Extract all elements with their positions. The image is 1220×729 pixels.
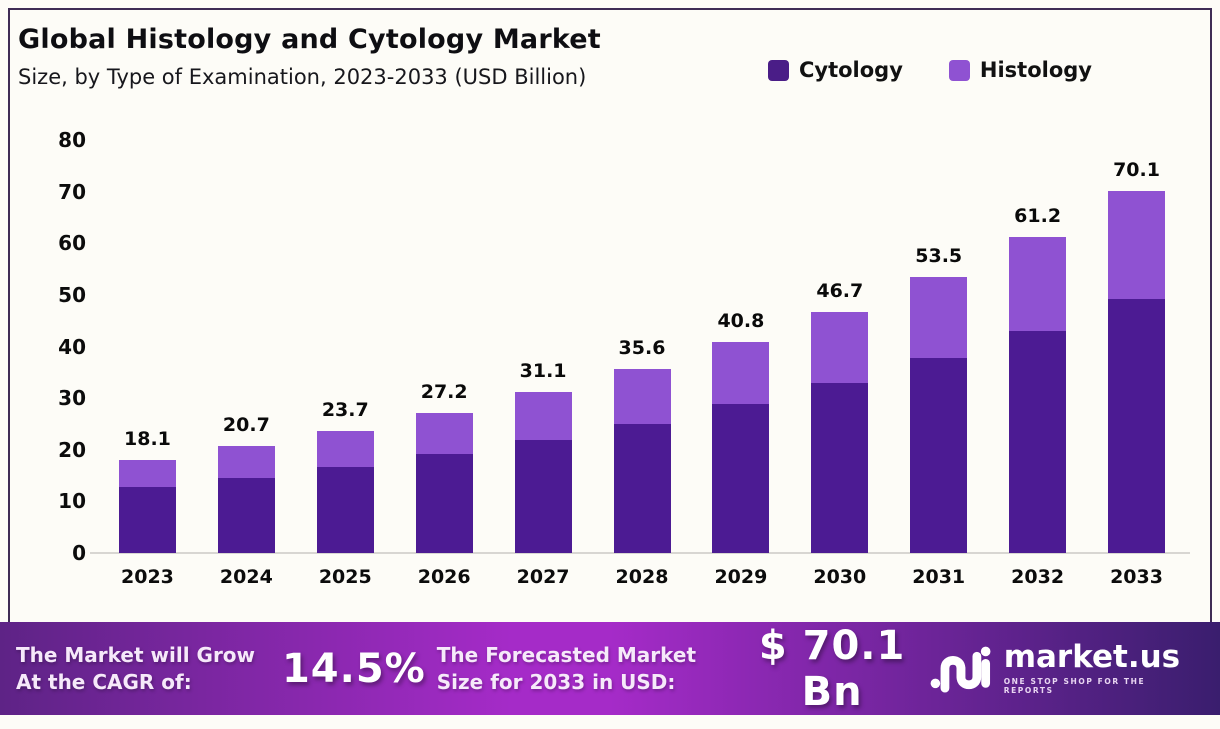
bar-value-label-2024: 20.7 <box>222 414 270 437</box>
bar-cytology-2025 <box>316 466 374 553</box>
cagr-label: The Market will Grow At the CAGR of: <box>16 642 277 696</box>
bar-value-label-2023: 18.1 <box>124 427 171 450</box>
brand-name: market.us <box>1003 639 1181 675</box>
bar-histology-2028 <box>613 369 671 424</box>
bar-histology-2030 <box>811 311 869 384</box>
cagr-label-line2: At the CAGR of: <box>16 669 192 694</box>
x-axis: 2023 2024 2025 2026 2027 2028 2029 2030 2031 2032… <box>98 566 1186 596</box>
brand-tagline: One Stop Shop For The Reports <box>1003 677 1146 695</box>
bar-histology-2026 <box>415 412 473 454</box>
bar-value-label-2026: 27.2 <box>420 380 468 403</box>
y-axis-tick-label: 60 <box>58 231 86 256</box>
brand-text: market.us One Stop Shop For The Reports <box>1003 639 1194 696</box>
bar-histology-2029 <box>712 342 770 404</box>
x-axis-label-2029: 2029 <box>714 566 768 588</box>
cagr-label-line1: The Market will Grow <box>16 642 256 667</box>
bar-histology-2023 <box>118 459 176 488</box>
bar-histology-2032 <box>1009 237 1067 331</box>
x-axis-label-2033: 2033 <box>1110 566 1163 588</box>
page-subtitle: Size, by Type of Examination, 2023-2033 … <box>18 65 587 89</box>
bar-cytology-2030 <box>811 383 869 553</box>
cytology-swatch-icon <box>767 59 789 81</box>
bar-value-label-2029: 40.8 <box>717 310 765 333</box>
x-axis-label-2028: 2028 <box>615 566 669 588</box>
forecast-label-line1: The Forecasted Market <box>436 642 697 667</box>
x-axis-label-2031: 2031 <box>912 566 966 588</box>
bar-cytology-2031 <box>910 358 968 553</box>
bar-histology-2024 <box>217 446 275 479</box>
legend-label-cytology: Cytology <box>798 58 903 82</box>
forecast-value: $ 70.1 Bn <box>758 622 906 715</box>
footer-banner: The Market will Grow At the CAGR of: 14.… <box>0 622 1220 715</box>
bar-histology-2027 <box>514 392 572 441</box>
histology-swatch-icon <box>948 59 970 81</box>
forecast-label-line2: Size for 2033 in USD: <box>436 669 676 694</box>
bar-histology-2033 <box>1108 191 1166 299</box>
bar-histology-2031 <box>910 276 968 359</box>
y-axis: 0 10 20 30 40 50 60 70 80 <box>28 128 86 565</box>
y-axis-tick-label: 0 <box>72 541 86 565</box>
bar-cytology-2028 <box>613 423 671 553</box>
cagr-value: 14.5% <box>281 645 426 692</box>
bar-cytology-2026 <box>415 453 473 553</box>
y-axis-tick-label: 30 <box>58 386 86 411</box>
bar-cytology-2023 <box>118 487 176 553</box>
y-axis-tick-label: 50 <box>58 282 86 307</box>
legend-item-cytology: Cytology <box>767 58 903 82</box>
bar-value-label-2027: 31.1 <box>519 360 567 383</box>
bar-value-label-2032: 61.2 <box>1014 205 1062 228</box>
y-axis-tick-label: 20 <box>58 437 86 462</box>
x-axis-label-2025: 2025 <box>318 566 372 588</box>
x-axis-line <box>90 552 1190 554</box>
forecast-label: The Forecasted Market Size for 2033 in U… <box>437 642 735 696</box>
bar-histology-2025 <box>316 430 374 467</box>
page-title: Global Histology and Cytology Market <box>18 24 601 55</box>
bar-value-label-2030: 46.7 <box>816 279 864 302</box>
bar-cytology-2024 <box>217 478 275 553</box>
x-axis-label-2032: 2032 <box>1011 566 1065 588</box>
plot-area: 18.1 20.7 23.7 27.2 31.1 35.6 40.8 46.7 53.5 61.2… <box>90 140 1190 554</box>
x-axis-label-2027: 2027 <box>516 566 570 588</box>
bar-cytology-2033 <box>1108 298 1166 553</box>
header: Global Histology and Cytology Market Siz… <box>18 24 601 89</box>
y-axis-tick-label: 80 <box>58 128 86 152</box>
bar-value-label-2025: 23.7 <box>321 398 369 421</box>
y-axis-tick-label: 10 <box>58 489 86 514</box>
legend-item-histology: Histology <box>948 58 1092 82</box>
x-axis-label-2023: 2023 <box>121 566 174 588</box>
x-axis-label-2030: 2030 <box>813 566 867 588</box>
bar-cytology-2027 <box>514 440 572 553</box>
legend: Cytology Histology <box>767 58 1092 82</box>
y-axis-tick-label: 40 <box>58 334 86 359</box>
y-axis-tick-label: 70 <box>58 179 86 204</box>
bar-value-label-2033: 70.1 <box>1113 159 1160 182</box>
marketus-logo-icon <box>931 646 991 693</box>
bar-value-label-2028: 35.6 <box>618 337 666 360</box>
bar-cytology-2029 <box>712 403 770 553</box>
legend-label-histology: Histology <box>979 58 1092 82</box>
x-axis-label-2024: 2024 <box>219 566 273 588</box>
bar-value-label-2031: 53.5 <box>915 244 963 267</box>
bar-cytology-2032 <box>1009 330 1067 553</box>
brand-logo: market.us One Stop Shop For The Reports <box>929 640 1204 698</box>
x-axis-label-2026: 2026 <box>417 566 471 588</box>
